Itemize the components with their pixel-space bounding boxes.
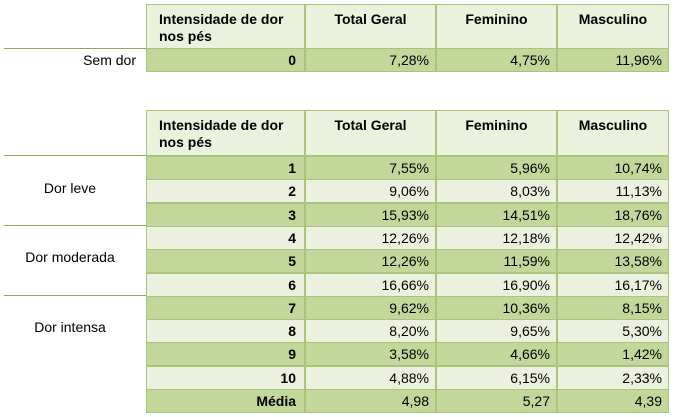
cell-intensity: 10 bbox=[146, 366, 305, 390]
cell-intensity: 5 bbox=[146, 249, 305, 273]
cell-total: 15,93% bbox=[305, 203, 436, 227]
cell-total: 12,26% bbox=[305, 249, 436, 273]
cell-intensity: 9 bbox=[146, 342, 305, 366]
top-cell-masculino: 11,96% bbox=[557, 48, 669, 72]
cell-masculino: 18,76% bbox=[557, 203, 669, 227]
cell-feminino: 12,18% bbox=[436, 226, 557, 250]
bottom-header-total: Total Geral bbox=[305, 110, 436, 156]
cell-intensity: 4 bbox=[146, 226, 305, 250]
top-header-total: Total Geral bbox=[305, 4, 436, 50]
cell-intensity: 6 bbox=[146, 273, 305, 297]
cell-masculino: 1,42% bbox=[557, 342, 669, 366]
bottom-header-masculino: Masculino bbox=[557, 110, 669, 156]
top-header-feminino: Feminino bbox=[436, 4, 557, 50]
cell-feminino: 8,03% bbox=[436, 179, 557, 203]
cell-feminino: 14,51% bbox=[436, 203, 557, 227]
header-line-2: nos pés bbox=[159, 28, 212, 44]
cell-feminino: 16,90% bbox=[436, 273, 557, 297]
cell-total: 9,06% bbox=[305, 179, 436, 203]
cell-masculino: 4,39 bbox=[557, 389, 669, 413]
cell-feminino: 5,27 bbox=[436, 389, 557, 413]
cell-total: 9,62% bbox=[305, 296, 436, 320]
separator-moderada bbox=[4, 225, 146, 226]
cell-intensity: Média bbox=[146, 389, 305, 413]
cell-total: 12,26% bbox=[305, 226, 436, 250]
separator-intensa bbox=[4, 295, 146, 296]
cell-intensity: 1 bbox=[146, 156, 305, 180]
cell-feminino: 4,66% bbox=[436, 342, 557, 366]
cell-intensity: 8 bbox=[146, 319, 305, 343]
cell-intensity: 3 bbox=[146, 203, 305, 227]
top-cell-total: 7,28% bbox=[305, 48, 436, 72]
header-line-1: Intensidade de dor bbox=[159, 11, 284, 27]
cell-total: 8,20% bbox=[305, 319, 436, 343]
cell-total: 3,58% bbox=[305, 342, 436, 366]
header-line-2: nos pés bbox=[159, 134, 212, 150]
group-label-dor-intensa: Dor intensa bbox=[34, 319, 106, 335]
cell-feminino: 5,96% bbox=[436, 156, 557, 180]
bottom-header-feminino: Feminino bbox=[436, 110, 557, 156]
cell-total: 16,66% bbox=[305, 273, 436, 297]
cell-feminino: 9,65% bbox=[436, 319, 557, 343]
cell-intensity: 2 bbox=[146, 179, 305, 203]
group-label-dor-leve: Dor leve bbox=[43, 180, 97, 196]
top-cell-intensity: 0 bbox=[146, 48, 305, 72]
cell-masculino: 16,17% bbox=[557, 273, 669, 297]
bottom-header-intensity: Intensidade de dor nos pés bbox=[146, 110, 305, 156]
header-line-1: Intensidade de dor bbox=[159, 117, 284, 133]
cell-total: 7,55% bbox=[305, 156, 436, 180]
cell-feminino: 10,36% bbox=[436, 296, 557, 320]
cell-masculino: 8,15% bbox=[557, 296, 669, 320]
cell-masculino: 2,33% bbox=[557, 366, 669, 390]
cell-masculino: 11,13% bbox=[557, 179, 669, 203]
separator-leve bbox=[4, 155, 146, 156]
top-header-masculino: Masculino bbox=[557, 4, 669, 50]
top-header-intensity: Intensidade de dor nos pés bbox=[146, 4, 305, 50]
cell-masculino: 10,74% bbox=[557, 156, 669, 180]
cell-total: 4,98 bbox=[305, 389, 436, 413]
cell-intensity: 7 bbox=[146, 296, 305, 320]
cell-masculino: 5,30% bbox=[557, 319, 669, 343]
top-cell-feminino: 4,75% bbox=[436, 48, 557, 72]
cell-feminino: 11,59% bbox=[436, 249, 557, 273]
top-separator bbox=[4, 48, 146, 49]
row-label-sem-dor: Sem dor bbox=[83, 52, 136, 68]
group-label-dor-moderada: Dor moderada bbox=[25, 249, 115, 265]
cell-masculino: 12,42% bbox=[557, 226, 669, 250]
cell-feminino: 6,15% bbox=[436, 366, 557, 390]
cell-total: 4,88% bbox=[305, 366, 436, 390]
cell-masculino: 13,58% bbox=[557, 249, 669, 273]
